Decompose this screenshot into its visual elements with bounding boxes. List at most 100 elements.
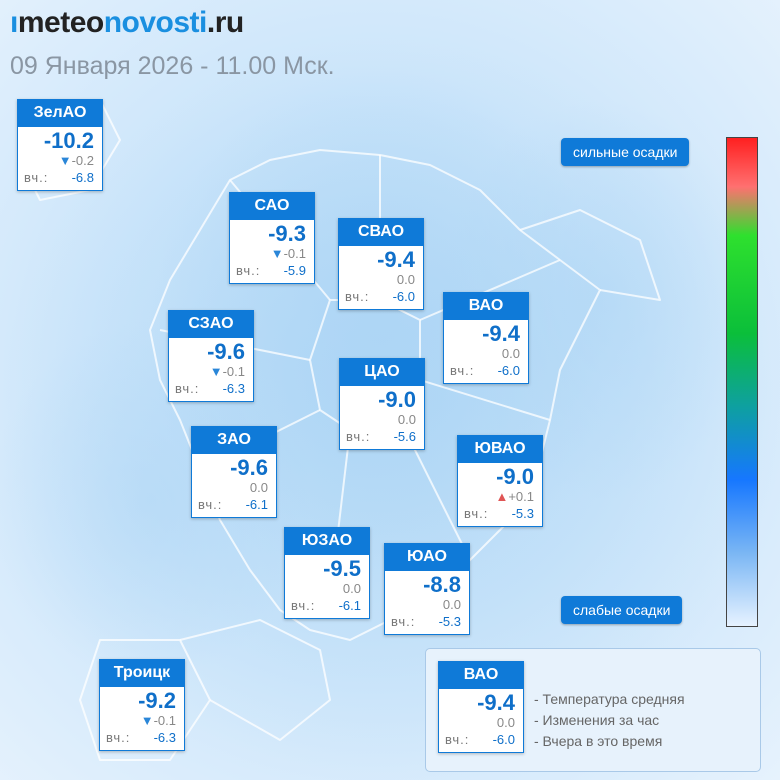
- district-border: [179, 619, 331, 741]
- yesterday-label: вч.:: [464, 506, 489, 521]
- yesterday-value: -6.0: [497, 363, 520, 378]
- district-name: СВАО: [338, 218, 424, 246]
- district-change: 0.0: [339, 272, 423, 288]
- district-name: ЦАО: [339, 358, 425, 386]
- district-name: СЗАО: [168, 310, 254, 338]
- district-change: ▼-0.1: [100, 713, 184, 729]
- legend-item-yesterday: - Вчера в это время: [534, 733, 663, 749]
- district-card-2[interactable]: СВАО -9.4 0.0 вч.: -6.0: [338, 218, 424, 310]
- change-value: 0.0: [342, 581, 361, 596]
- district-card-0[interactable]: ЗелАО -10.2 ▼-0.2 вч.: -6.8: [17, 99, 103, 191]
- precipitation-scale-bar: [726, 137, 758, 627]
- district-name: Троицк: [99, 659, 185, 687]
- district-change: ▼-0.1: [230, 246, 314, 262]
- legend-sample-name: ВАО: [438, 661, 524, 689]
- district-yesterday: вч.: -6.0: [339, 288, 423, 309]
- logo-novosti: novosti: [103, 6, 208, 39]
- district-card-5[interactable]: ЦАО -9.0 0.0 вч.: -5.6: [339, 358, 425, 450]
- yesterday-value: -6.3: [222, 381, 245, 396]
- district-temp: -9.0: [496, 464, 534, 489]
- change-value: -0.1: [153, 713, 176, 728]
- trend-up-icon: ▲: [495, 489, 509, 504]
- yesterday-value: -6.0: [392, 289, 415, 304]
- district-temp: -9.2: [138, 688, 176, 713]
- logo-mark: ı: [10, 6, 18, 39]
- yesterday-label: вч.:: [346, 429, 371, 444]
- district-border: [419, 379, 551, 421]
- district-name: САО: [229, 192, 315, 220]
- moscow-outline: [149, 149, 601, 641]
- district-card-4[interactable]: СЗАО -9.6 ▼-0.1 вч.: -6.3: [168, 310, 254, 402]
- legend-sample-temp: -9.4: [477, 690, 515, 715]
- district-yesterday: вч.: -6.1: [192, 496, 276, 517]
- district-change: 0.0: [285, 581, 369, 597]
- trend-down-icon: ▼: [140, 713, 154, 728]
- yesterday-label: вч.:: [345, 289, 370, 304]
- yesterday-label: вч.:: [175, 381, 200, 396]
- change-value: 0.0: [442, 597, 461, 612]
- district-card-10[interactable]: Троицк -9.2 ▼-0.1 вч.: -6.3: [99, 659, 185, 751]
- legend-sample-yesterday: вч.: -6.0: [439, 731, 523, 752]
- district-temp: -10.2: [43, 128, 94, 153]
- district-card-3[interactable]: ВАО -9.4 0.0 вч.: -6.0: [443, 292, 529, 384]
- yesterday-value: -5.3: [438, 614, 461, 629]
- logo-ru: .ru: [206, 6, 244, 39]
- yesterday-value: -6.8: [71, 170, 94, 185]
- legend-item-temperature: - Температура средняя: [534, 691, 685, 707]
- yesterday-label: вч.:: [106, 730, 131, 745]
- district-change: ▼-0.2: [18, 153, 102, 169]
- yesterday-value: -5.9: [283, 263, 306, 278]
- district-card-1[interactable]: САО -9.3 ▼-0.1 вч.: -5.9: [229, 192, 315, 284]
- yesterday-value: -6.0: [492, 732, 515, 747]
- yesterday-label: вч.:: [24, 170, 49, 185]
- legend-sample-card: ВАО -9.4 0.0 вч.: -6.0: [438, 661, 524, 753]
- district-temp: -9.4: [482, 321, 520, 346]
- yesterday-label: вч.:: [198, 497, 223, 512]
- yesterday-value: -5.3: [511, 506, 534, 521]
- district-yesterday: вч.: -6.8: [18, 169, 102, 190]
- change-value: 0.0: [249, 480, 268, 495]
- change-value: 0.0: [396, 272, 415, 287]
- logo-meteo: meteo: [17, 6, 104, 39]
- yesterday-label: вч.:: [445, 732, 470, 747]
- district-change: ▲+0.1: [458, 489, 542, 505]
- change-value: -0.1: [222, 364, 245, 379]
- district-card-6[interactable]: ЗАО -9.6 0.0 вч.: -6.1: [191, 426, 277, 518]
- yesterday-value: -6.1: [245, 497, 268, 512]
- district-yesterday: вч.: -5.3: [458, 505, 542, 526]
- district-temp: -9.4: [377, 247, 415, 272]
- district-temp: -8.8: [423, 572, 461, 597]
- district-change: ▼-0.1: [169, 364, 253, 380]
- district-card-9[interactable]: ЮАО -8.8 0.0 вч.: -5.3: [384, 543, 470, 635]
- trend-down-icon: ▼: [58, 153, 72, 168]
- district-card-7[interactable]: ЮВАО -9.0 ▲+0.1 вч.: -5.3: [457, 435, 543, 527]
- yesterday-value: -5.6: [393, 429, 416, 444]
- change-value: -0.2: [71, 153, 94, 168]
- yesterday-label: вч.:: [450, 363, 475, 378]
- district-yesterday: вч.: -6.3: [169, 380, 253, 401]
- change-value: +0.1: [508, 489, 534, 504]
- district-name: ЮАО: [384, 543, 470, 571]
- district-temp: -9.5: [323, 556, 361, 581]
- district-temp: -9.6: [230, 455, 268, 480]
- district-name: ЗелАО: [17, 99, 103, 127]
- district-card-8[interactable]: ЮЗАО -9.5 0.0 вч.: -6.1: [284, 527, 370, 619]
- legend-sample-change: 0.0: [496, 715, 515, 730]
- district-temp: -9.6: [207, 339, 245, 364]
- district-change: 0.0: [340, 412, 424, 428]
- district-yesterday: вч.: -6.3: [100, 729, 184, 750]
- district-yesterday: вч.: -5.6: [340, 428, 424, 449]
- district-name: ЗАО: [191, 426, 277, 454]
- change-value: 0.0: [501, 346, 520, 361]
- scale-bottom-label: слабые осадки: [561, 596, 683, 624]
- yesterday-label: вч.:: [391, 614, 416, 629]
- district-yesterday: вч.: -6.1: [285, 597, 369, 618]
- district-yesterday: вч.: -5.3: [385, 613, 469, 634]
- legend-item-change: - Изменения за час: [534, 712, 660, 728]
- trend-down-icon: ▼: [209, 364, 223, 379]
- legend-descriptions: - Температура средняя - Изменения за час…: [534, 689, 685, 752]
- district-border: [519, 209, 661, 301]
- site-logo[interactable]: ımeteonovosti.ru: [10, 6, 244, 40]
- yesterday-label: вч.:: [291, 598, 316, 613]
- change-value: -0.1: [283, 246, 306, 261]
